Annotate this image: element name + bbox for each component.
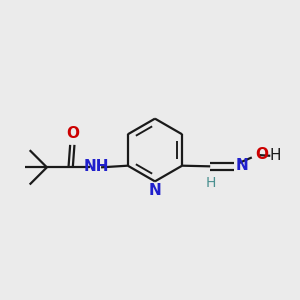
Text: N: N [236,158,248,172]
Text: H: H [206,176,216,190]
Text: N: N [148,183,161,198]
Text: H: H [269,148,281,163]
Text: O: O [66,126,79,141]
Text: NH: NH [84,159,109,174]
Text: O: O [255,147,268,162]
